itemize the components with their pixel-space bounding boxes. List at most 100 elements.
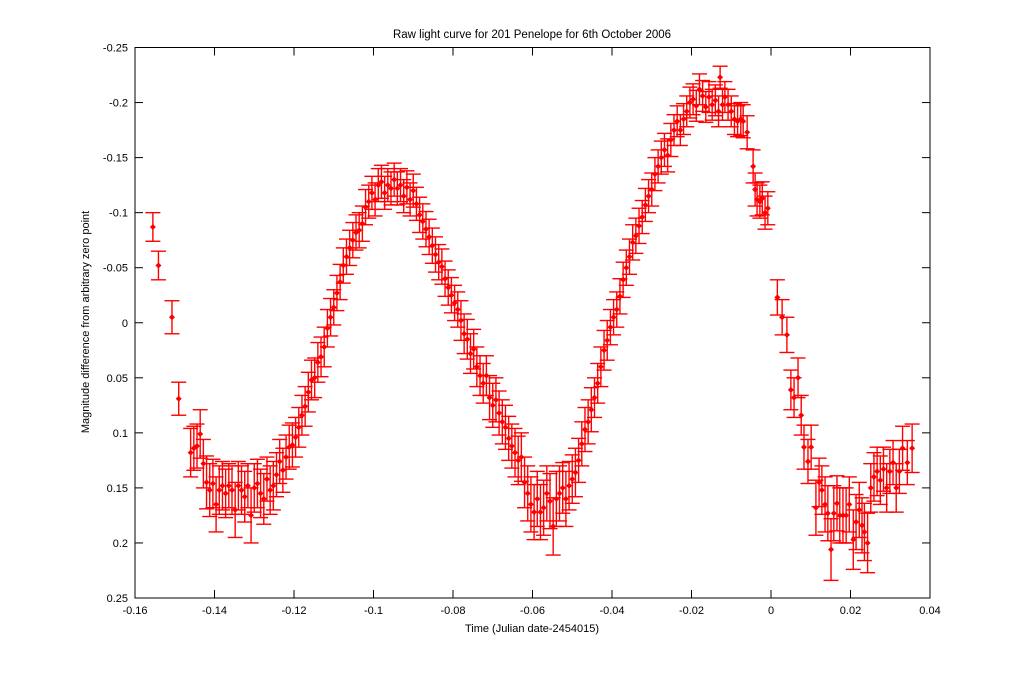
data-marker xyxy=(209,480,216,487)
errorbar-point xyxy=(523,476,539,533)
data-marker xyxy=(639,214,646,221)
data-marker xyxy=(762,209,769,216)
errorbar-point xyxy=(701,80,717,114)
data-marker xyxy=(764,205,771,212)
data-marker xyxy=(454,306,461,313)
errorbar-point xyxy=(790,357,806,399)
data-marker xyxy=(645,193,652,200)
errorbar-point xyxy=(841,476,857,533)
errorbar-point xyxy=(189,423,205,469)
errorbar-point xyxy=(150,250,166,281)
data-marker xyxy=(381,189,388,196)
data-marker xyxy=(403,184,410,191)
data-marker xyxy=(531,509,538,516)
errorbar-point xyxy=(863,462,879,513)
data-marker xyxy=(540,504,547,511)
data-marker xyxy=(712,97,719,104)
errorbar-point xyxy=(164,300,180,335)
errorbar-point xyxy=(634,199,650,235)
data-marker xyxy=(604,337,611,344)
errorbar-point xyxy=(323,297,339,337)
errorbar-point xyxy=(373,164,389,200)
errorbar-point xyxy=(583,387,599,433)
y-tick-label: 0 xyxy=(122,318,128,330)
data-marker xyxy=(534,495,541,502)
errorbar-point xyxy=(192,409,208,459)
errorbar-point xyxy=(739,115,755,150)
data-marker xyxy=(636,222,643,229)
errorbar-point xyxy=(405,173,421,208)
errorbar-point xyxy=(542,472,558,530)
y-tick-label: -0.25 xyxy=(103,43,128,55)
data-marker xyxy=(473,363,480,370)
data-marker xyxy=(870,473,877,480)
errorbar-point xyxy=(199,455,215,510)
data-marker xyxy=(407,196,414,203)
errorbar-point xyxy=(848,493,864,551)
errorbar-point xyxy=(504,423,520,469)
errorbar-point xyxy=(183,427,199,478)
data-marker xyxy=(270,482,277,489)
data-marker xyxy=(448,292,455,299)
data-marker xyxy=(333,290,340,297)
data-marker xyxy=(368,189,375,196)
data-marker xyxy=(365,198,372,205)
errorbar-point xyxy=(462,333,478,375)
data-marker xyxy=(853,519,860,526)
data-marker xyxy=(787,386,794,393)
data-marker xyxy=(850,536,857,543)
data-marker xyxy=(324,325,331,332)
y-tick-label: -0.1 xyxy=(109,208,128,220)
data-marker xyxy=(378,178,385,185)
data-marker xyxy=(238,487,245,494)
errorbar-point xyxy=(351,211,367,249)
errorbar-point xyxy=(571,437,587,484)
errorbar-point xyxy=(249,458,265,509)
data-marker xyxy=(816,479,823,486)
errorbar-point xyxy=(450,291,466,328)
data-marker xyxy=(267,487,274,494)
errorbar-point xyxy=(234,465,250,516)
data-marker xyxy=(397,182,404,189)
errorbar-point xyxy=(399,170,415,205)
data-marker xyxy=(387,185,394,192)
data-marker xyxy=(394,185,401,192)
chart-title: Raw light curve for 201 Penelope for 6th… xyxy=(393,29,671,41)
data-marker xyxy=(836,512,843,519)
errorbar-point xyxy=(211,465,227,516)
data-marker xyxy=(899,445,906,452)
data-marker xyxy=(843,512,850,519)
data-marker xyxy=(702,103,709,110)
data-marker xyxy=(696,86,703,93)
errorbar-point xyxy=(230,460,246,511)
data-marker xyxy=(861,528,868,535)
errorbar-point xyxy=(364,175,380,211)
errorbar-point xyxy=(396,178,412,214)
data-marker xyxy=(594,380,601,387)
data-marker xyxy=(661,146,668,153)
data-marker xyxy=(257,490,264,497)
data-marker xyxy=(859,522,866,529)
errorbar-point xyxy=(814,465,830,516)
data-marker xyxy=(515,457,522,464)
data-marker xyxy=(537,509,544,516)
data-series xyxy=(145,65,920,582)
y-tick-label: 0.15 xyxy=(107,483,128,495)
errorbar-point xyxy=(733,101,749,137)
errorbar-point xyxy=(253,468,269,519)
errorbar-point xyxy=(823,518,839,582)
errorbar-point xyxy=(319,308,335,348)
data-marker xyxy=(597,363,604,370)
errorbar-point xyxy=(695,79,711,113)
errorbar-point xyxy=(561,460,577,511)
data-marker xyxy=(798,412,805,419)
axes-box: -0.16 -0.14 -0.12 -0.1 -0.08 -0.06 -0.04 -0.02 0… xyxy=(103,43,941,618)
errorbar-point xyxy=(377,175,393,211)
data-marker xyxy=(886,468,893,475)
errorbar-point xyxy=(800,438,816,485)
data-marker xyxy=(671,127,678,134)
errorbar-point xyxy=(466,328,482,370)
data-marker xyxy=(155,262,162,269)
data-marker xyxy=(833,500,840,507)
